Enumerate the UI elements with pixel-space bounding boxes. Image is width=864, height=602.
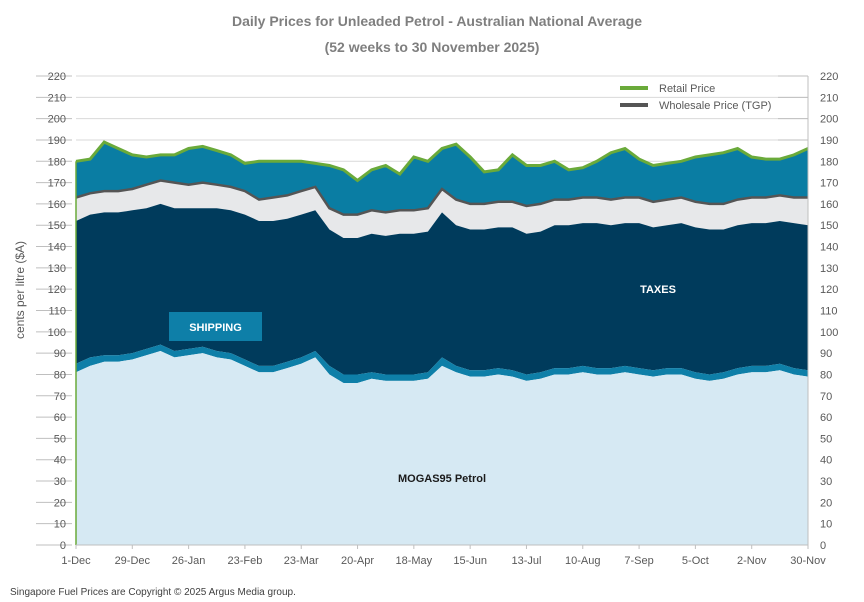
chart-title: Daily Prices for Unleaded Petrol - Austr… <box>232 13 642 29</box>
y-tick-label-left: 160 <box>48 199 66 211</box>
x-tick-label: 18-May <box>396 555 433 567</box>
x-tick-label: 2-Nov <box>737 555 767 567</box>
legend-label-retail: Retail Price <box>659 83 715 95</box>
y-tick-label-right: 120 <box>820 284 838 296</box>
y-tick-label-right: 50 <box>820 433 832 445</box>
x-tick-label: 1-Dec <box>61 555 91 567</box>
y-tick-label-left: 130 <box>48 263 66 275</box>
y-tick-label-right: 90 <box>820 348 832 360</box>
y-tick-label-left: 100 <box>48 327 66 339</box>
shipping-label: SHIPPING <box>189 322 242 334</box>
y-tick-label-right: 0 <box>820 540 826 552</box>
wholesale-margin-area <box>76 180 808 238</box>
y-tick-label-left: 70 <box>54 391 66 403</box>
x-tick-label: 30-Nov <box>790 555 826 567</box>
y-tick-label-left: 60 <box>54 412 66 424</box>
legend-label-wholesale: Wholesale Price (TGP) <box>659 100 771 112</box>
x-tick-label: 23-Feb <box>227 555 262 567</box>
x-tick-label: 23-Mar <box>284 555 319 567</box>
taxes-label: TAXES <box>640 284 676 296</box>
x-tick-label: 26-Jan <box>172 555 206 567</box>
y-tick-label-right: 80 <box>820 369 832 381</box>
y-tick-label-right: 110 <box>820 306 838 318</box>
y-tick-label-right: 30 <box>820 476 832 488</box>
copyright-footer: Singapore Fuel Prices are Copyright © 20… <box>10 587 296 598</box>
y-tick-label-left: 80 <box>54 369 66 381</box>
mogas-area <box>76 351 808 545</box>
y-tick-label-left: 90 <box>54 348 66 360</box>
y-tick-label-left: 140 <box>48 242 66 254</box>
y-tick-label-right: 100 <box>820 327 838 339</box>
y-tick-label-left: 120 <box>48 284 66 296</box>
wholesale-price-line <box>75 179 808 216</box>
x-tick-label: 15-Jun <box>453 555 487 567</box>
x-tick-label: 20-Apr <box>341 555 374 567</box>
x-tick-label: 29-Dec <box>115 555 151 567</box>
y-tick-label-right: 150 <box>820 220 838 232</box>
line-layer <box>75 140 809 216</box>
y-tick-label-right: 220 <box>820 71 838 83</box>
y-tick-label-right: 40 <box>820 455 832 467</box>
area-layer <box>76 142 808 545</box>
shipping-label-box <box>169 312 262 341</box>
y-tick-label-right: 160 <box>820 199 838 211</box>
y-tick-label-right: 60 <box>820 412 832 424</box>
y-tick-label-left: 220 <box>48 71 66 83</box>
y-tick-label-right: 70 <box>820 391 832 403</box>
y-tick-label-left: 190 <box>48 135 66 147</box>
axis-layer: 0 0 10 10 20 20 30 30 40 40 50 50 60 60 70 70 80 80 90 90 10… <box>48 71 839 567</box>
y-tick-label-right: 10 <box>820 519 832 531</box>
y-tick-label-left: 10 <box>54 519 66 531</box>
y-tick-label-left: 50 <box>54 433 66 445</box>
x-tick-label: 13-Jul <box>511 555 541 567</box>
y-tick-label-right: 130 <box>820 263 838 275</box>
y-axis-label: cents per litre ($A) <box>13 241 27 339</box>
legend: Retail Price Wholesale Price (TGP) <box>620 83 771 112</box>
x-tick-label: 7-Sep <box>624 555 653 567</box>
y-tick-label-right: 170 <box>820 178 838 190</box>
y-tick-label-left: 40 <box>54 455 66 467</box>
y-tick-label-right: 210 <box>820 92 838 104</box>
y-tick-label-left: 110 <box>48 306 66 318</box>
x-tick-label: 10-Aug <box>565 555 600 567</box>
chart-subtitle: (52 weeks to 30 November 2025) <box>325 39 540 55</box>
y-tick-label-right: 180 <box>820 156 838 168</box>
y-tick-label-right: 20 <box>820 497 832 509</box>
y-tick-label-left: 0 <box>60 540 66 552</box>
mogas-label: MOGAS95 Petrol <box>398 473 486 485</box>
y-tick-label-left: 210 <box>48 92 66 104</box>
y-tick-label-left: 200 <box>48 114 66 126</box>
x-tick-label: 5-Oct <box>682 555 709 567</box>
retail-price-line <box>75 140 809 183</box>
shipping-area <box>76 344 808 383</box>
y-tick-label-right: 200 <box>820 114 838 126</box>
y-tick-label-right: 140 <box>820 242 838 254</box>
y-tick-label-left: 150 <box>48 220 66 232</box>
y-tick-label-left: 180 <box>48 156 66 168</box>
taxes-area <box>76 203 808 375</box>
y-tick-label-left: 20 <box>54 497 66 509</box>
y-tick-label-right: 190 <box>820 135 838 147</box>
y-tick-label-left: 170 <box>48 178 66 190</box>
y-tick-label-left: 30 <box>54 476 66 488</box>
